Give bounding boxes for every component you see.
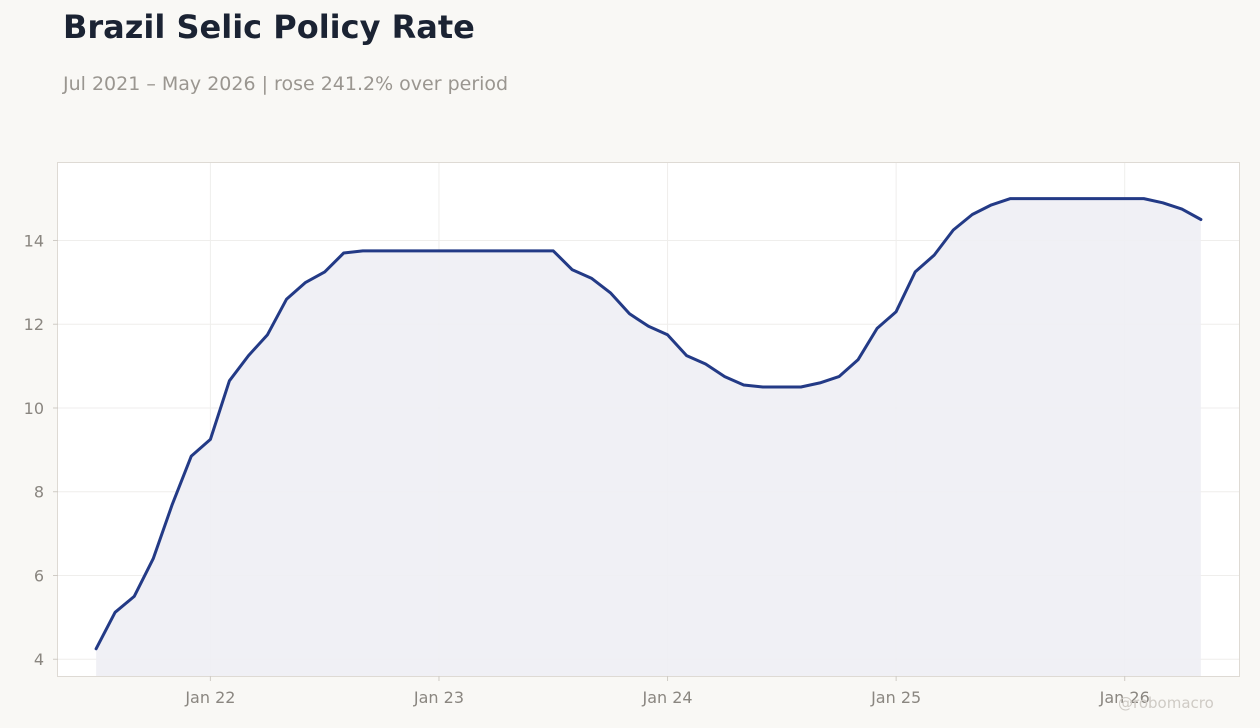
- data-point: [608, 291, 612, 295]
- data-point: [894, 310, 898, 314]
- data-point: [1161, 201, 1165, 205]
- data-point: [532, 249, 536, 253]
- data-point: [227, 379, 231, 383]
- data-point: [913, 270, 917, 274]
- data-point: [285, 297, 289, 301]
- data-point: [342, 251, 346, 255]
- y-tick-label: 12: [24, 315, 44, 334]
- data-point: [1123, 197, 1127, 201]
- x-axis-ticks: Jan 22 Jan 23 Jan 24 Jan 25 Jan 26: [184, 676, 1150, 707]
- data-point: [494, 249, 498, 253]
- data-point: [856, 358, 860, 362]
- y-tick-label: 14: [24, 231, 44, 250]
- data-point: [1028, 197, 1032, 201]
- series-line: [94, 197, 1203, 651]
- data-point: [970, 213, 974, 217]
- data-point: [685, 354, 689, 358]
- data-point: [551, 249, 555, 253]
- data-point: [989, 203, 993, 207]
- data-point: [475, 249, 479, 253]
- data-point: [704, 362, 708, 366]
- data-point: [1199, 218, 1203, 222]
- data-point: [1008, 197, 1012, 201]
- data-point: [113, 610, 117, 614]
- chart-subtitle: Jul 2021 – May 2026 | rose 241.2% over p…: [63, 73, 509, 95]
- data-point: [247, 354, 251, 358]
- data-point: [875, 326, 879, 330]
- data-point: [799, 385, 803, 389]
- data-point: [761, 385, 765, 389]
- data-point: [132, 594, 136, 598]
- data-point: [1142, 197, 1146, 201]
- data-point: [723, 375, 727, 379]
- data-point: [628, 312, 632, 316]
- data-point: [266, 333, 270, 337]
- x-tick-label: Jan 26: [1099, 688, 1150, 707]
- data-point: [1180, 207, 1184, 211]
- data-point: [932, 253, 936, 257]
- chart-title: Brazil Selic Policy Rate: [63, 8, 475, 46]
- data-point: [513, 249, 517, 253]
- x-tick-label: Jan 25: [870, 688, 921, 707]
- data-point: [589, 276, 593, 280]
- y-tick-label: 10: [24, 399, 44, 418]
- series-area: [96, 198, 1201, 676]
- data-point: [418, 249, 422, 253]
- watermark: @robomacro: [1118, 694, 1214, 712]
- data-point: [399, 249, 403, 253]
- data-point: [380, 249, 384, 253]
- data-point: [304, 280, 308, 284]
- data-point: [189, 454, 193, 458]
- data-point: [818, 381, 822, 385]
- data-point: [1066, 197, 1070, 201]
- data-point: [94, 647, 98, 651]
- data-point: [666, 333, 670, 337]
- data-point: [837, 375, 841, 379]
- data-point: [170, 502, 174, 506]
- data-point: [951, 228, 955, 232]
- y-tick-label: 8: [34, 483, 44, 502]
- data-point: [361, 249, 365, 253]
- data-point: [1104, 197, 1108, 201]
- data-point: [570, 268, 574, 272]
- x-tick-label: Jan 24: [641, 688, 692, 707]
- data-point: [742, 383, 746, 387]
- data-point: [151, 557, 155, 561]
- y-axis-ticks: 4 6 8 10 12 14: [24, 231, 58, 669]
- data-point: [437, 249, 441, 253]
- data-point: [1085, 197, 1089, 201]
- y-tick-label: 6: [34, 566, 44, 585]
- x-tick-label: Jan 23: [413, 688, 464, 707]
- data-point: [323, 270, 327, 274]
- data-point: [1047, 197, 1051, 201]
- y-tick-label: 4: [34, 650, 44, 669]
- data-point: [647, 324, 651, 328]
- x-tick-label: Jan 22: [184, 688, 235, 707]
- data-point: [208, 437, 212, 441]
- data-point: [456, 249, 460, 253]
- data-point: [780, 385, 784, 389]
